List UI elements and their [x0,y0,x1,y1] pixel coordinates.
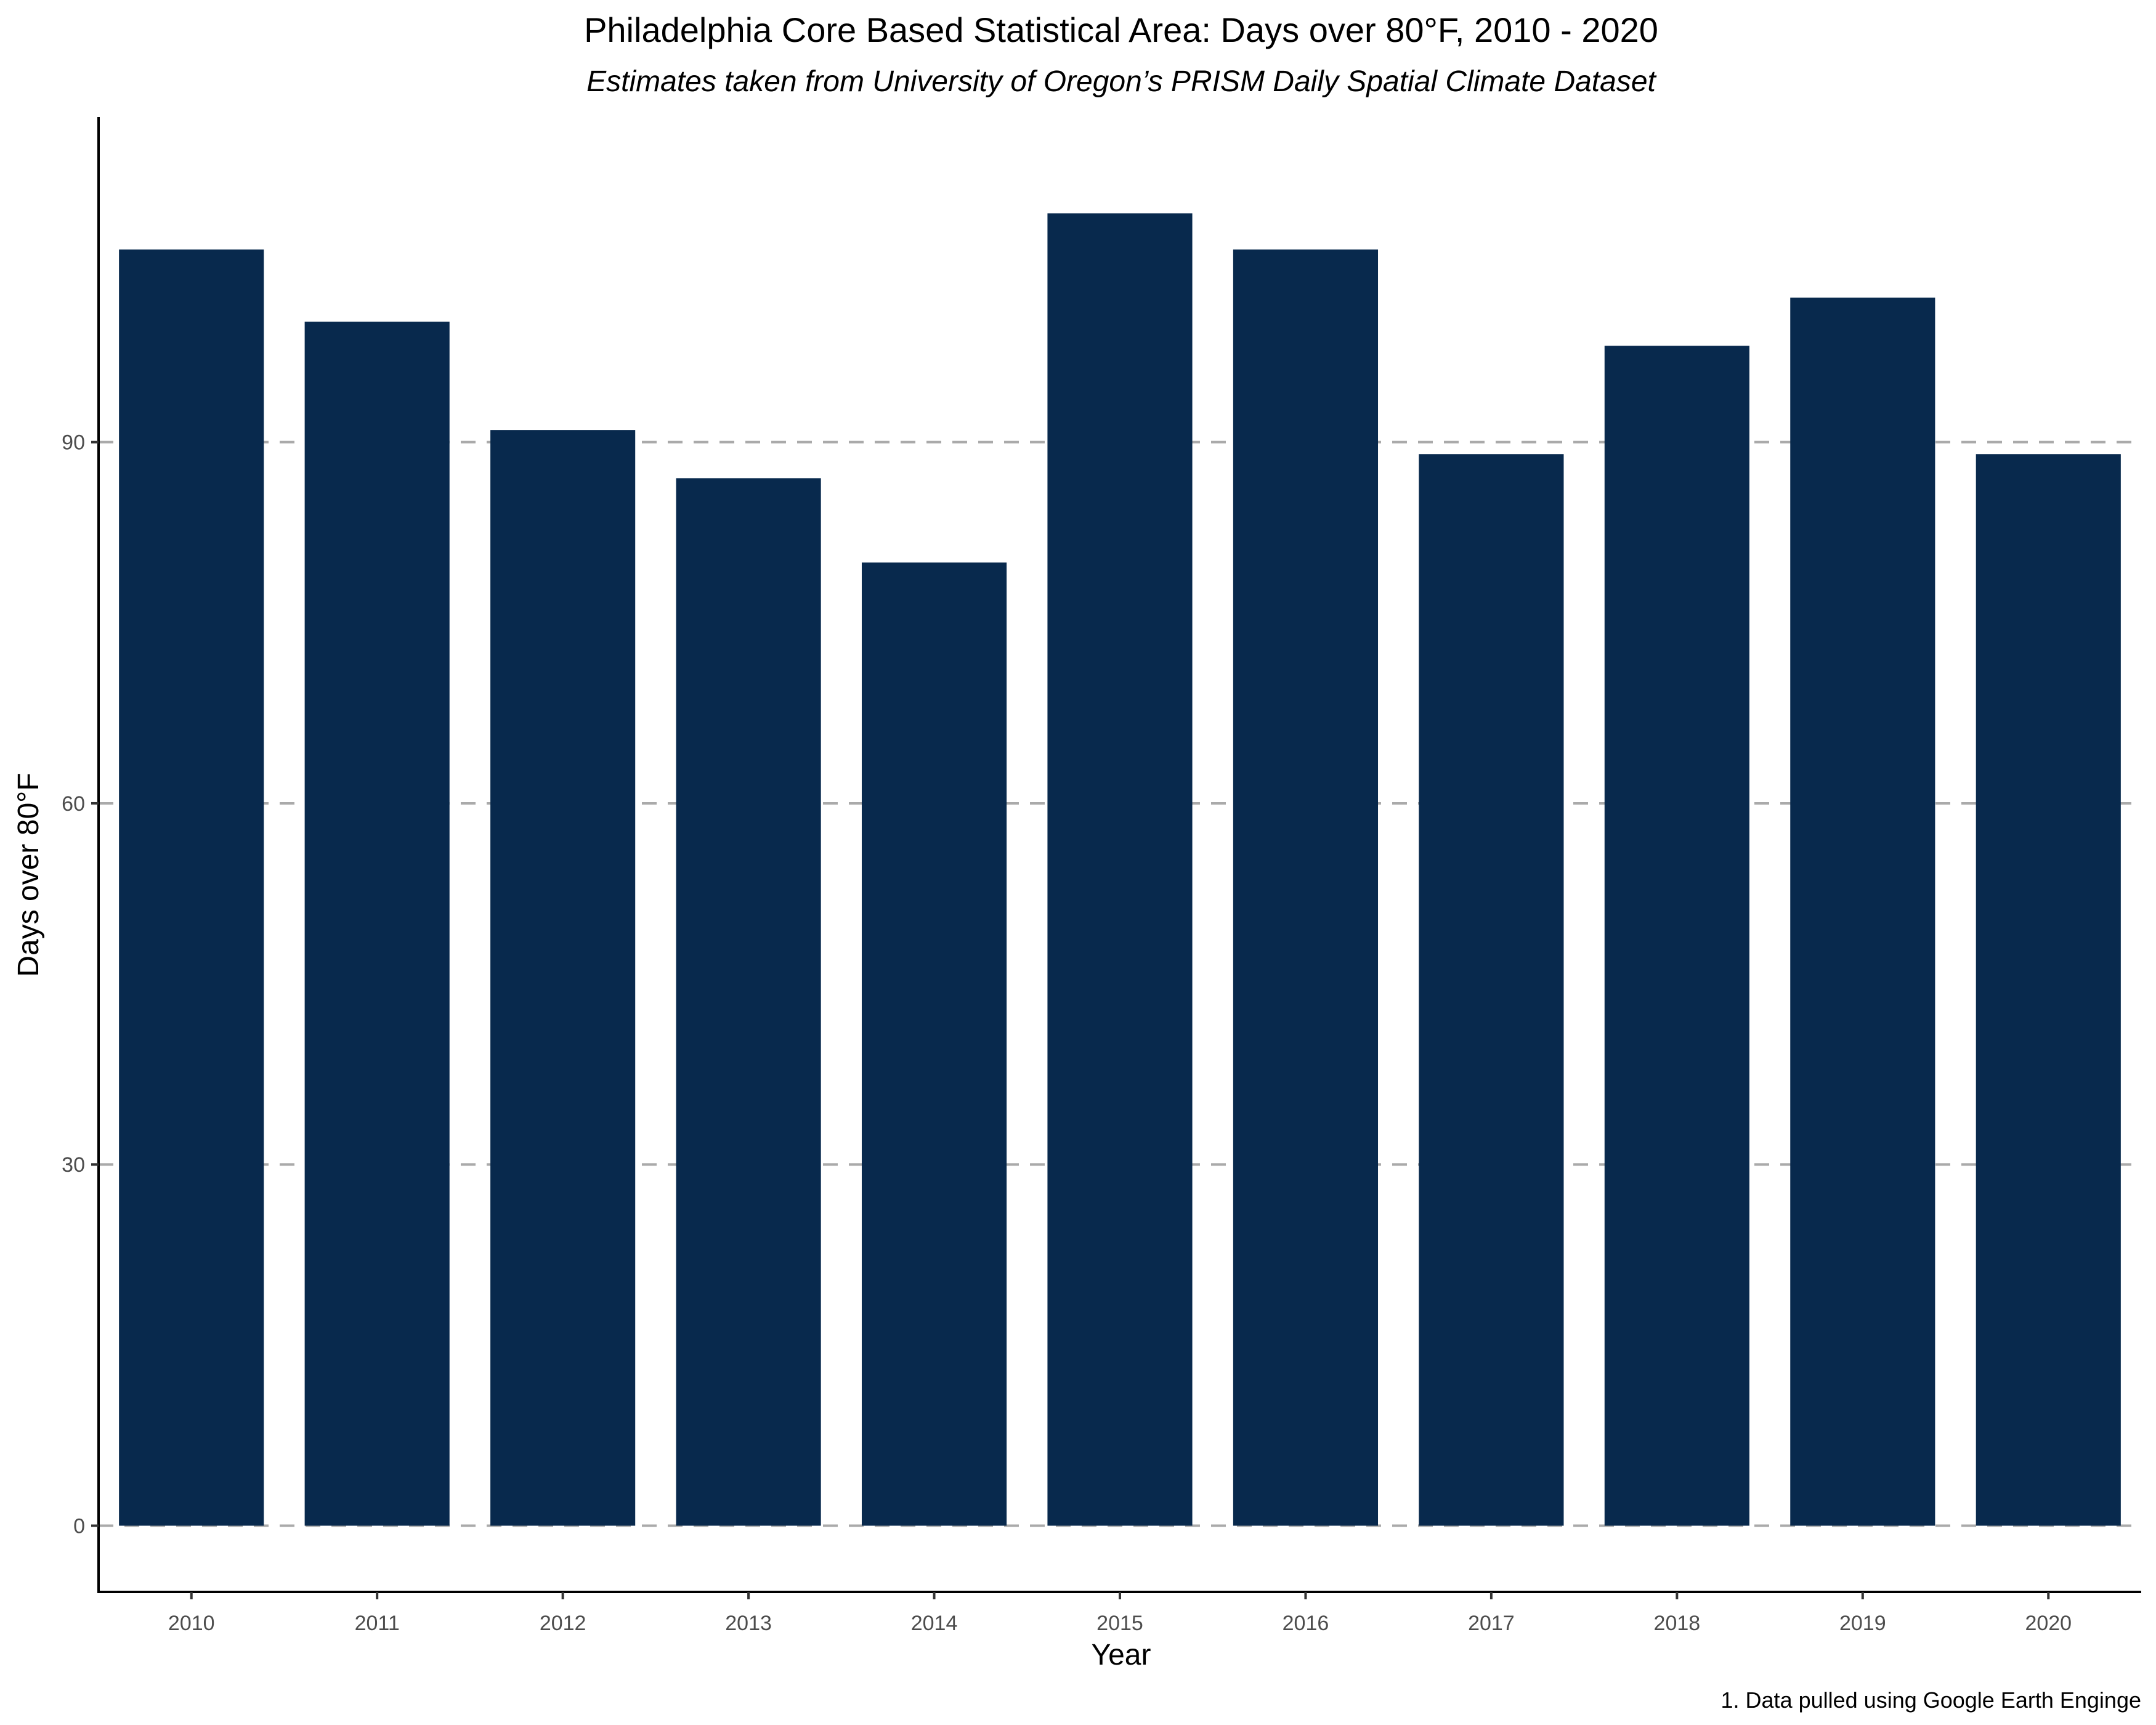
x-tick-label-2018: 2018 [1654,1612,1701,1635]
bar-2016 [1233,249,1379,1526]
x-tick-label-2010: 2010 [168,1612,215,1635]
bar-2019 [1790,298,1935,1526]
x-tick-label-2016: 2016 [1283,1612,1329,1635]
x-tick-label-2013: 2013 [725,1612,772,1635]
x-tick-label-2015: 2015 [1096,1612,1143,1635]
x-tick-label-2020: 2020 [2025,1612,2072,1635]
chart-caption: 1. Data pulled using Google Earth Enging… [1721,1687,2141,1713]
y-tick-label-0: 0 [73,1515,85,1538]
x-tick-label-2011: 2011 [355,1612,400,1635]
chart-subtitle: Estimates taken from University of Orego… [586,65,1656,98]
bar-2020 [1976,454,2121,1526]
y-axis-title: Days over 80°F [12,773,45,976]
bar-2011 [304,322,450,1526]
bar-2015 [1047,213,1193,1526]
x-tick-label-2017: 2017 [1468,1612,1515,1635]
bar-2012 [490,430,636,1526]
x-axis-title: Year [1092,1639,1151,1671]
x-tick-label-2012: 2012 [540,1612,586,1635]
x-tick-label-2014: 2014 [911,1612,958,1635]
bar-2013 [676,478,821,1526]
bar-2017 [1419,454,1564,1526]
bars [119,213,2121,1526]
bar-2018 [1604,346,1749,1526]
x-tick-label-2019: 2019 [1839,1612,1886,1635]
y-ticks: 0 30 60 90 [62,431,99,1538]
y-tick-label-30: 30 [62,1153,85,1177]
bar-2010 [119,249,264,1526]
bar-2014 [861,562,1007,1526]
y-tick-label-60: 60 [62,792,85,816]
x-ticks: 2010 2011 2012 2013 2014 2015 2016 2017 2018 2019… [168,1592,2072,1635]
y-tick-label-90: 90 [62,431,85,455]
chart-title: Philadelphia Core Based Statistical Area… [584,10,1658,49]
